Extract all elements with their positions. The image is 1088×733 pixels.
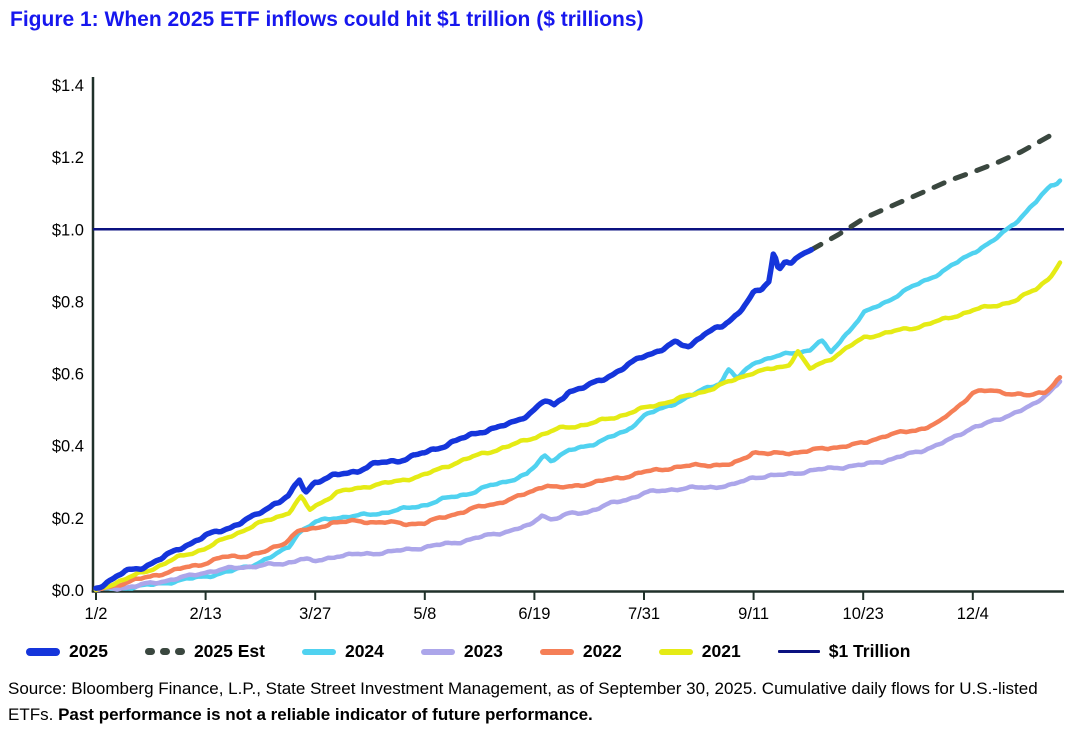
legend-swatch-2023 [420, 648, 455, 655]
figure-title: Figure 1: When 2025 ETF inflows could hi… [10, 8, 644, 31]
series-2024-line [93, 178, 1063, 593]
x-tick-label: 7/31 [628, 605, 660, 623]
chart-legend: 2025 2025 Est 2024 2023 2022 2021 $1 Trillion [26, 641, 1078, 662]
legend-label: $1 Trillion [828, 641, 911, 661]
legend-swatch-2025 [26, 647, 60, 656]
y-tick-label: $0.2 [52, 510, 84, 528]
series-2022-line [93, 374, 1063, 593]
series-2025-line [93, 247, 815, 591]
source-note: Source: Bloomberg Finance, L.P., State S… [8, 676, 1080, 729]
legend-swatch-2025-est [144, 648, 185, 655]
legend-item-2022: 2022 [539, 641, 622, 662]
y-tick-label: $1.4 [52, 77, 84, 95]
x-tick-label: 1/2 [85, 605, 108, 623]
x-tick-label: 9/11 [738, 605, 769, 623]
x-tick-label: 6/19 [518, 605, 550, 623]
source-disclaimer: Past performance is not a reliable indic… [58, 705, 593, 725]
etf-inflows-chart: 1/2 2/13 3/27 5/8 6/19 7/31 9/11 10/23 12/4 $0.0 $… [52, 77, 1064, 623]
legend-label: 2021 [701, 641, 741, 661]
y-tick-label: $1.0 [52, 221, 84, 239]
y-tick-label: $0.0 [52, 582, 84, 600]
legend-label: 2025 Est [193, 641, 265, 661]
x-tick-label: 2/13 [190, 605, 222, 623]
legend-swatch-2024 [301, 648, 336, 655]
legend-label: 2023 [463, 641, 503, 661]
y-tick-label: $0.6 [52, 366, 84, 384]
series-2023-line [93, 379, 1063, 593]
legend-item-2021: 2021 [658, 641, 741, 662]
legend-swatch--1-trillion [777, 650, 820, 653]
series-2021-line [93, 260, 1063, 593]
x-tick-label: 5/8 [413, 605, 436, 623]
series-2025-est-line [808, 128, 1061, 253]
x-tick-label: 12/4 [957, 605, 989, 623]
legend-item-2025-est: 2025 Est [144, 641, 265, 662]
x-tick-label: 10/23 [843, 605, 884, 623]
legend-item-2025: 2025 [26, 641, 108, 662]
x-tick-label: 3/27 [299, 605, 331, 623]
legend-item-2023: 2023 [420, 641, 503, 662]
legend-label: 2022 [582, 641, 622, 661]
legend-swatch-2021 [658, 648, 693, 655]
legend-label: 2024 [344, 641, 384, 661]
legend-item--1-trillion: $1 Trillion [777, 641, 911, 662]
y-tick-label: $1.2 [52, 149, 84, 167]
y-tick-label: $0.8 [52, 293, 84, 311]
legend-item-2024: 2024 [301, 641, 384, 662]
y-tick-label: $0.4 [52, 438, 84, 456]
legend-swatch-2022 [539, 648, 574, 655]
source-text: Source: Bloomberg Finance, L.P., State S… [8, 679, 1038, 725]
legend-label: 2025 [69, 641, 108, 661]
